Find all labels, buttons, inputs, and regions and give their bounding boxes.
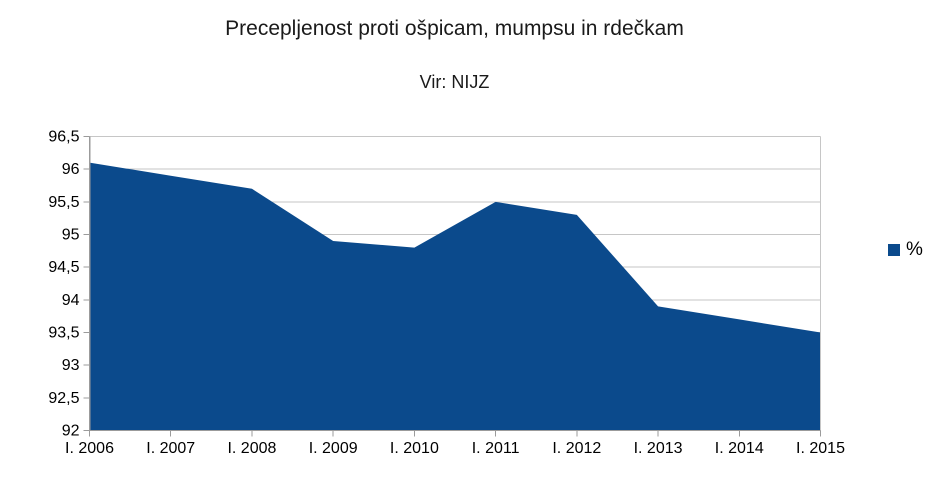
x-tick-label: I. 2014 <box>715 440 764 457</box>
chart-subtitle: Vir: NIJZ <box>419 72 490 92</box>
y-tick-label: 96 <box>62 161 80 178</box>
chart-title: Precepljenost proti ošpicam, mumpsu in r… <box>225 17 684 40</box>
legend-color-swatch <box>888 243 900 256</box>
y-tick-label: 96,5 <box>48 129 79 146</box>
y-tick-label: 92 <box>62 423 80 440</box>
x-tick-label: I. 2009 <box>309 440 358 457</box>
y-tick-label: 94,5 <box>48 259 79 276</box>
x-tick-label: I. 2011 <box>472 440 520 457</box>
y-tick-label: 92,5 <box>48 390 79 407</box>
x-tick-label: I. 2015 <box>796 440 845 457</box>
legend: % <box>888 240 923 259</box>
x-tick-label: I. 2006 <box>65 440 114 457</box>
y-tick-label: 94 <box>62 292 80 309</box>
legend-label: % <box>906 239 923 260</box>
x-tick-label: I. 2012 <box>552 440 601 457</box>
x-tick-label: I. 2010 <box>390 440 439 457</box>
y-tick-label: 95 <box>62 227 80 244</box>
x-tick-label: I. 2007 <box>146 440 195 457</box>
y-tick-label: 93 <box>62 357 80 374</box>
y-tick-label: 93,5 <box>48 325 79 342</box>
area-series <box>89 162 821 431</box>
x-tick-label: I. 2008 <box>227 440 276 457</box>
y-tick-label: 95,5 <box>48 194 79 211</box>
x-tick-label: I. 2013 <box>634 440 683 457</box>
